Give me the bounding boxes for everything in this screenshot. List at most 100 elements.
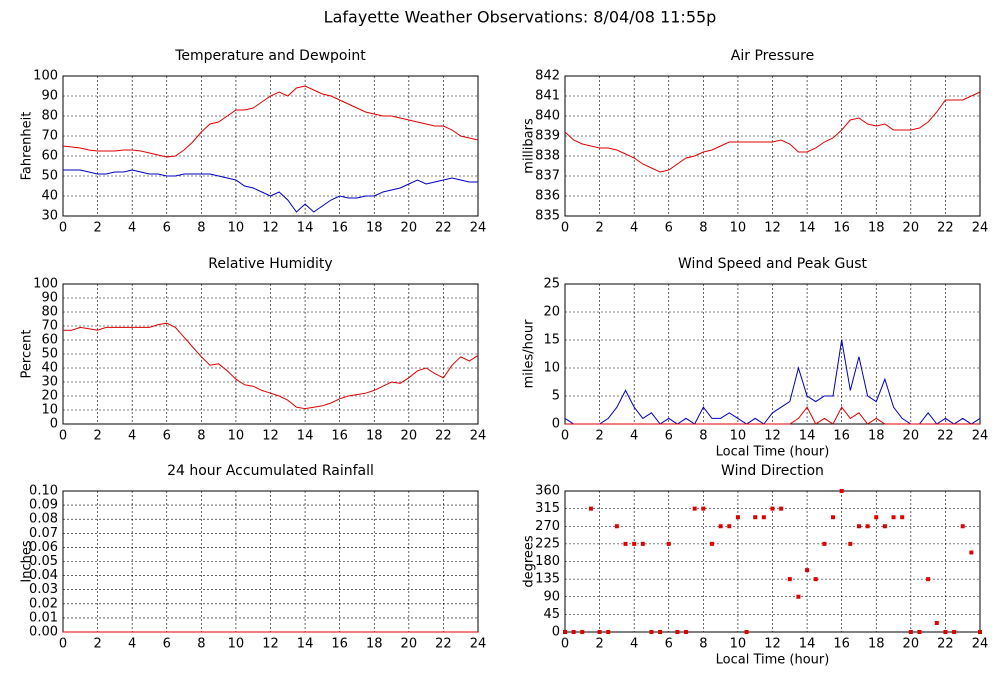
y-tick-label: 20 [41,389,58,404]
x-tick-label: 20 [401,221,418,236]
x-tick-label: 4 [128,637,136,652]
data-point [917,630,922,634]
x-tick-label: 4 [630,429,638,444]
data-point [969,550,974,555]
x-tick-label: 10 [228,221,245,236]
data-point [978,630,982,634]
x-tick-label: 8 [699,429,707,444]
data-point [805,568,810,573]
data-point [960,524,965,529]
x-tick-label: 20 [401,637,418,652]
data-point [796,594,801,599]
y-tick-label: 10 [543,361,560,376]
y-tick-label: 0.06 [29,540,58,555]
x-tick-label: 20 [401,429,418,444]
x-tick-label: 14 [297,429,314,444]
x-tick-label: 6 [665,429,673,444]
data-point [658,630,663,634]
y-tick-label: 70 [41,129,58,144]
x-tick-label: 18 [366,637,383,652]
data-line [564,91,981,173]
data-point [856,524,861,529]
y-tick-label: 835 [535,209,560,224]
chart-title: 24 hour Accumulated Rainfall [167,463,374,479]
x-tick-label: 2 [595,429,603,444]
x-tick-label: 8 [197,221,205,236]
data-point [934,620,939,625]
data-point [727,524,732,529]
y-tick-label: 70 [41,319,58,334]
y-tick-label: 25 [543,277,560,292]
x-tick-label: 24 [972,429,989,444]
x-tick-label: 4 [128,221,136,236]
data-point [822,541,827,546]
x-tick-label: 16 [833,637,850,652]
y-tick-label: 100 [33,69,58,84]
x-tick-label: 16 [833,429,850,444]
data-point [770,506,775,511]
x-tick-label: 6 [665,221,673,236]
y-tick-label: 837 [535,169,560,184]
data-point [761,515,766,520]
y-axis-label: millibars [522,118,537,174]
y-tick-label: 0.04 [29,568,58,583]
y-tick-label: 50 [41,169,58,184]
x-tick-label: 14 [799,221,816,236]
data-point [908,630,913,634]
x-tick-label: 24 [470,637,487,652]
x-tick-label: 2 [93,429,101,444]
plot-frame [564,490,981,633]
x-tick-label: 4 [630,637,638,652]
data-point [571,630,576,634]
y-tick-label: 0.03 [29,582,58,597]
x-tick-label: 22 [435,221,452,236]
chart-title: Relative Humidity [208,256,332,272]
x-tick-label: 22 [435,429,452,444]
plot-frame [62,283,479,425]
y-axis-label: Percent [20,330,35,379]
data-point [640,541,645,546]
y-axis-label: degrees [522,535,537,588]
x-tick-label: 18 [868,221,885,236]
x-tick-label: 6 [163,221,171,236]
data-point [753,515,758,520]
y-axis-label: Inches [20,540,35,582]
chart-title: Air Pressure [731,48,814,64]
y-tick-label: 40 [41,189,58,204]
y-tick-label: 90 [543,589,560,604]
y-tick-label: 0.02 [29,596,58,611]
y-tick-label: 0.09 [29,498,58,513]
y-tick-label: 0.01 [29,610,58,625]
y-axis-label: miles/hour [522,319,537,388]
x-axis-label: Local Time (hour) [716,445,830,460]
x-tick-label: 0 [561,221,569,236]
data-point [900,515,905,520]
x-tick-label: 6 [665,637,673,652]
x-tick-label: 22 [937,429,954,444]
chart-title: Wind Direction [721,463,824,479]
data-point [735,515,740,520]
data-point [692,506,697,511]
x-tick-label: 16 [833,221,850,236]
data-point [865,524,870,529]
x-tick-label: 14 [799,637,816,652]
y-tick-label: 0.07 [29,526,58,541]
data-point [597,630,602,634]
x-tick-label: 0 [59,221,67,236]
x-tick-label: 0 [59,637,67,652]
x-tick-label: 2 [595,221,603,236]
x-tick-label: 8 [197,637,205,652]
y-tick-label: 0.00 [29,625,58,640]
x-tick-label: 18 [868,429,885,444]
x-tick-label: 2 [93,221,101,236]
y-tick-label: 0 [50,417,58,432]
x-tick-label: 6 [163,637,171,652]
data-point [606,630,611,634]
chart-title: Temperature and Dewpoint [174,48,366,64]
x-tick-label: 8 [699,637,707,652]
x-tick-label: 20 [903,221,920,236]
x-tick-label: 2 [93,637,101,652]
data-point [839,489,844,493]
data-point [675,630,680,634]
x-tick-label: 14 [297,637,314,652]
